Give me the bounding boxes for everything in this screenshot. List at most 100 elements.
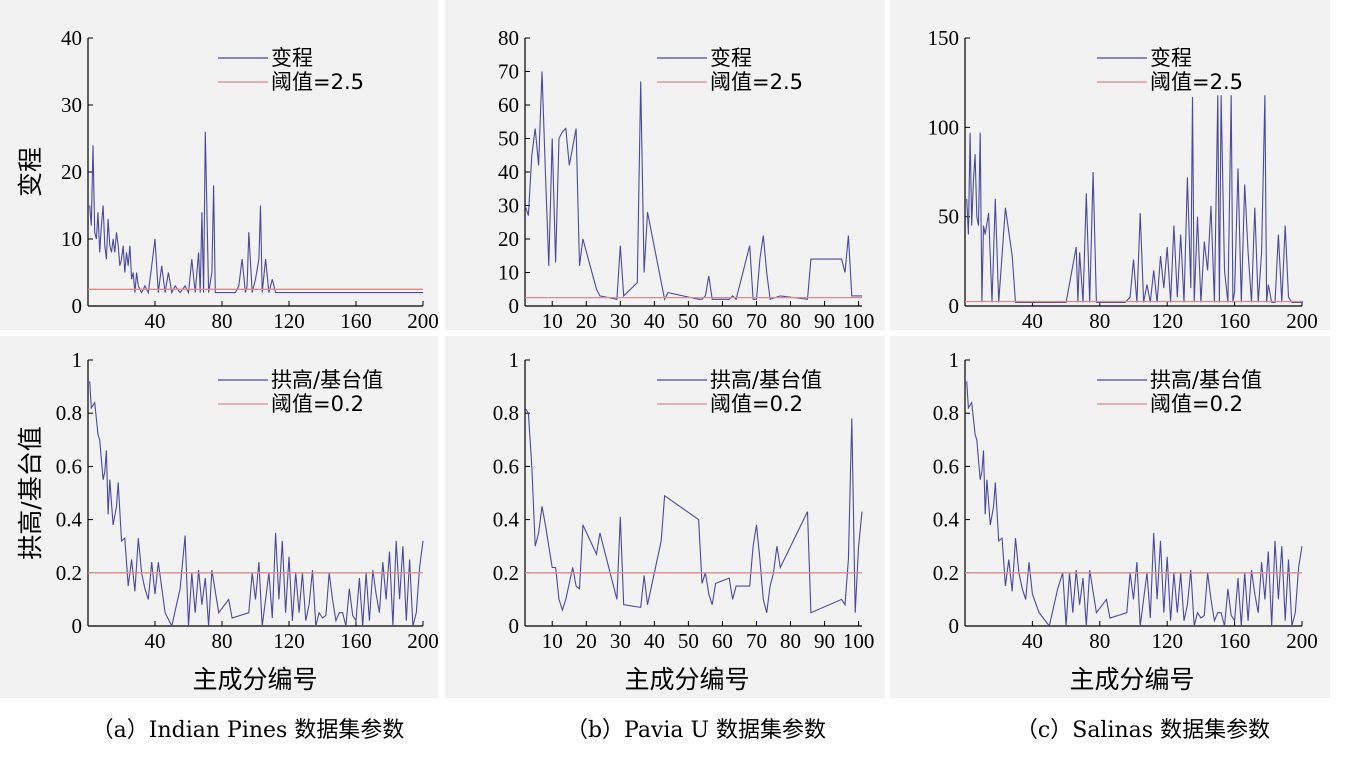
x-tick-label: 40 <box>1022 309 1043 333</box>
y-tick-label: 0 <box>509 294 520 318</box>
x-tick-label: 160 <box>340 629 372 653</box>
x-tick-label: 90 <box>814 309 835 333</box>
y-tick-label: 0.6 <box>493 454 519 478</box>
caption-a: （a）Indian Pines 数据集参数 <box>91 718 405 743</box>
x-tick-label: 70 <box>746 629 767 653</box>
x-tick-label: 200 <box>1286 309 1318 333</box>
x-tick-label: 10 <box>542 309 563 333</box>
y-tick-label: 0.6 <box>56 454 82 478</box>
x-tick-label: 30 <box>610 629 631 653</box>
x-tick-label: 80 <box>212 629 233 653</box>
legend-label: 拱高/基台值 <box>1150 368 1262 392</box>
y-tick-label: 0.4 <box>493 508 520 532</box>
y-tick-label: 0 <box>72 294 83 318</box>
legend-label: 拱高/基台值 <box>271 368 383 392</box>
panel-background <box>445 336 885 698</box>
x-tick-label: 80 <box>212 309 233 333</box>
legend-label: 拱高/基台值 <box>710 368 822 392</box>
y-tick-label: 30 <box>498 194 519 218</box>
xlabel-c: 主成分编号 <box>1069 665 1194 694</box>
y-tick-label: 1 <box>949 348 960 372</box>
x-tick-label: 60 <box>712 309 733 333</box>
x-tick-label: 70 <box>746 309 767 333</box>
legend-label: 变程 <box>271 46 313 70</box>
panel-background <box>445 0 885 330</box>
y-tick-label: 20 <box>498 227 519 251</box>
panel-background <box>0 336 438 698</box>
x-tick-label: 80 <box>1089 309 1110 333</box>
y-tick-label: 0.6 <box>933 454 959 478</box>
y-tick-label: 1 <box>72 348 83 372</box>
y-tick-label: 0.8 <box>56 401 82 425</box>
legend-label: 阈值=2.5 <box>710 70 803 94</box>
x-tick-label: 40 <box>1022 629 1043 653</box>
y-tick-label: 0 <box>509 614 520 638</box>
legend-label: 阈值=2.5 <box>271 70 364 94</box>
x-tick-label: 160 <box>1219 309 1251 333</box>
y-tick-label: 40 <box>61 26 82 50</box>
caption-c: （c）Salinas 数据集参数 <box>1015 718 1271 743</box>
legend-label: 阈值=0.2 <box>271 392 364 416</box>
y-tick-label: 50 <box>938 205 959 229</box>
x-tick-label: 120 <box>1151 629 1183 653</box>
y-tick-label: 30 <box>61 93 82 117</box>
series-line <box>89 131 423 295</box>
x-tick-label: 160 <box>340 309 372 333</box>
legend-label: 阈值=0.2 <box>1150 392 1243 416</box>
y-tick-label: 50 <box>498 127 519 151</box>
y-tick-label: 10 <box>61 227 82 251</box>
series-line <box>966 95 1302 303</box>
x-tick-label: 40 <box>145 309 166 333</box>
y-tick-label: 0.4 <box>56 508 83 532</box>
x-tick-label: 200 <box>1286 629 1318 653</box>
x-tick-label: 80 <box>780 629 801 653</box>
x-tick-label: 60 <box>712 629 733 653</box>
y-tick-label: 0.4 <box>933 508 960 532</box>
y-tick-label: 70 <box>498 60 519 84</box>
x-tick-label: 40 <box>644 309 665 333</box>
x-tick-label: 50 <box>678 629 699 653</box>
y-tick-label: 1 <box>509 348 520 372</box>
legend-label: 变程 <box>1150 46 1192 70</box>
legend-label: 阈值=0.2 <box>710 392 803 416</box>
x-tick-label: 80 <box>780 309 801 333</box>
y-axis-label: 拱高/基台值 <box>16 426 45 559</box>
x-tick-label: 160 <box>1219 629 1251 653</box>
x-tick-label: 90 <box>814 629 835 653</box>
x-tick-label: 40 <box>644 629 665 653</box>
x-tick-label: 30 <box>610 309 631 333</box>
xlabel-a: 主成分编号 <box>192 665 317 694</box>
y-tick-label: 0.2 <box>933 561 959 585</box>
y-tick-label: 0.2 <box>493 561 519 585</box>
series-line <box>525 71 862 301</box>
x-tick-label: 100 <box>843 309 875 333</box>
y-tick-label: 60 <box>498 93 519 117</box>
y-tick-label: 0.8 <box>933 401 959 425</box>
chart-panel-4: 0 0.2 0.4 0.6 0.8 1 10 20 30 40 50 60 70 80 90 100 拱高/基台… <box>445 336 885 698</box>
x-tick-label: 40 <box>145 629 166 653</box>
y-tick-label: 0 <box>72 614 83 638</box>
y-tick-label: 20 <box>61 160 82 184</box>
series-line <box>525 407 863 614</box>
x-tick-label: 80 <box>1089 629 1110 653</box>
y-tick-label: 10 <box>498 261 519 285</box>
xlabel-b: 主成分编号 <box>624 665 749 694</box>
legend-label: 变程 <box>710 46 752 70</box>
y-tick-label: 0.8 <box>493 401 519 425</box>
y-tick-label: 150 <box>928 26 960 50</box>
x-tick-label: 10 <box>542 629 563 653</box>
panel-background <box>890 336 1330 698</box>
x-tick-label: 120 <box>273 309 305 333</box>
x-tick-label: 50 <box>678 309 699 333</box>
y-tick-label: 80 <box>498 26 519 50</box>
y-tick-label: 0.2 <box>56 561 82 585</box>
x-tick-label: 20 <box>576 629 597 653</box>
panel-background <box>0 0 438 330</box>
y-axis-label: 变程 <box>16 147 45 197</box>
y-tick-label: 100 <box>928 115 960 139</box>
